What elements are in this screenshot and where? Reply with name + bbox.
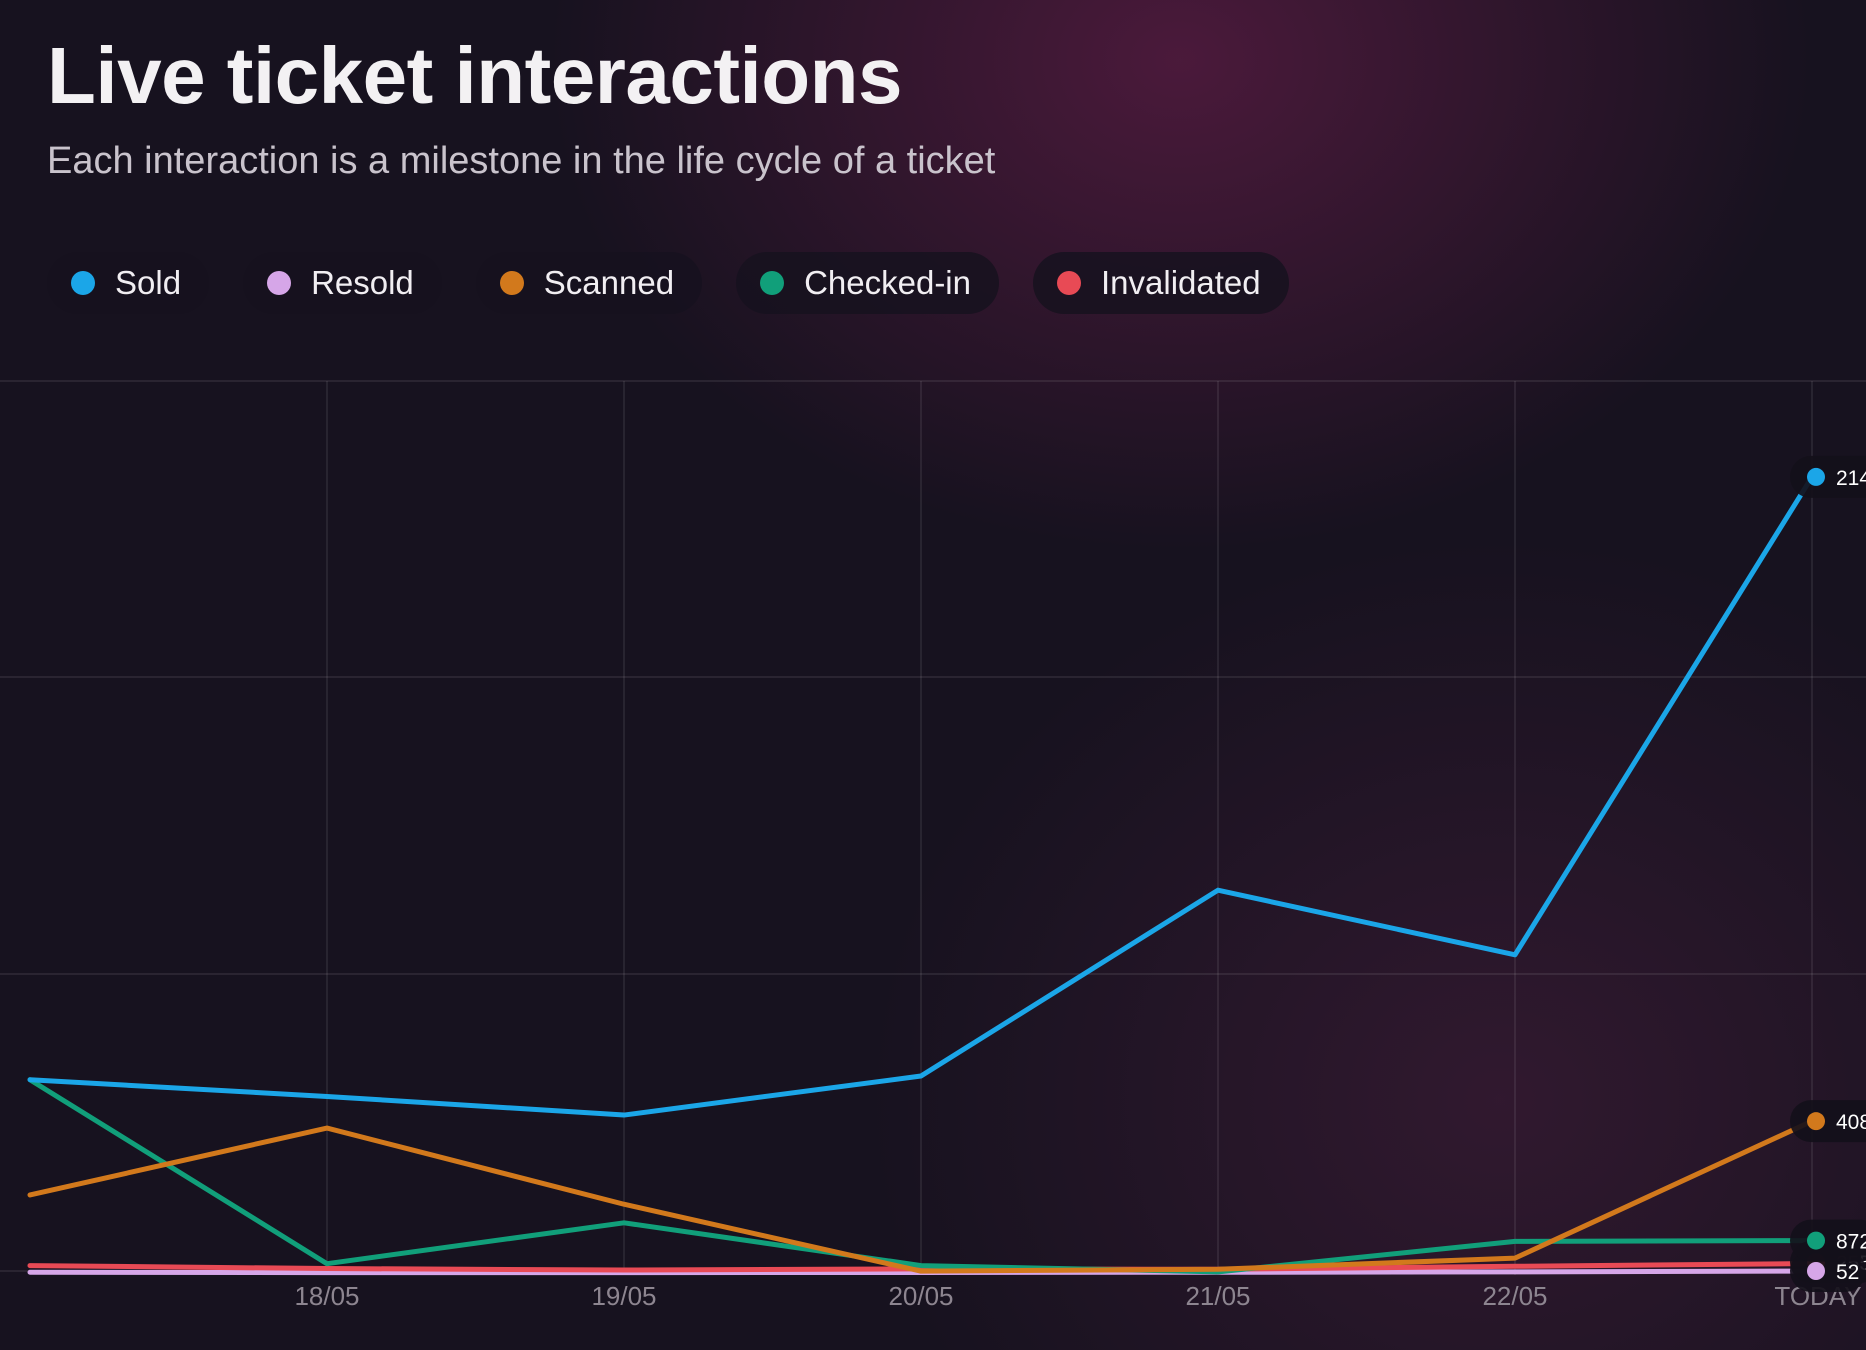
badge-background [1790, 455, 1866, 498]
end-value-label: 872 [1836, 1231, 1866, 1254]
end-value-label: 52 [1836, 1261, 1859, 1284]
legend-label: Checked-in [804, 264, 971, 301]
x-tick-label: 18/05 [294, 1281, 359, 1311]
legend-item-resold[interactable]: Resold [243, 252, 442, 314]
series-line-scanned [27, 1118, 1815, 1274]
x-tick-label: 20/05 [888, 1281, 953, 1311]
series-dot-icon [1807, 1262, 1825, 1280]
x-tick-label: 21/05 [1185, 1281, 1250, 1311]
invalidated-dot-icon [1057, 271, 1081, 295]
legend-item-invalidated[interactable]: Invalidated [1033, 252, 1289, 314]
end-value-label: 21419 [1836, 467, 1866, 490]
x-tick-label: 22/05 [1482, 1281, 1547, 1311]
series-dot-icon [1807, 1112, 1825, 1131]
legend-item-sold[interactable]: Sold [47, 252, 210, 314]
series-dot-icon [1807, 467, 1825, 486]
end-value-badge-checked-in: 872 [1790, 1219, 1866, 1262]
legend-label: Invalidated [1101, 264, 1261, 301]
page-title: Live ticket interactions [47, 31, 902, 120]
x-tick-label: 19/05 [591, 1281, 656, 1311]
legend-label: Scanned [543, 264, 675, 301]
end-value-label: 4086 [1836, 1111, 1866, 1134]
legend-item-checked-in[interactable]: Checked-in [736, 252, 999, 314]
end-value-badge-scanned: 4086 [1790, 1100, 1866, 1143]
resold-dot-icon [267, 271, 292, 295]
series-dot-icon [1807, 1231, 1825, 1250]
legend: Sold Resold Scanned Checked-in Invalidat… [47, 252, 1289, 314]
legend-item-scanned[interactable]: Scanned [475, 252, 703, 314]
legend-label: Resold [311, 264, 414, 301]
legend-label: Sold [115, 264, 182, 301]
sold-dot-icon [71, 271, 95, 295]
series-line-sold [27, 474, 1815, 1118]
x-axis-ticks: 18/05 19/05 20/05 21/05 22/05 TODAY [294, 1281, 1861, 1311]
page-subtitle: Each interaction is a milestone in the l… [47, 140, 996, 182]
checked-in-dot-icon [760, 271, 785, 295]
badge-background [1790, 1100, 1866, 1143]
scanned-dot-icon [499, 271, 524, 295]
end-value-badge-sold: 21419 [1790, 455, 1866, 498]
badge-background [1790, 1219, 1866, 1262]
series-line-checked-in [27, 1077, 1815, 1275]
